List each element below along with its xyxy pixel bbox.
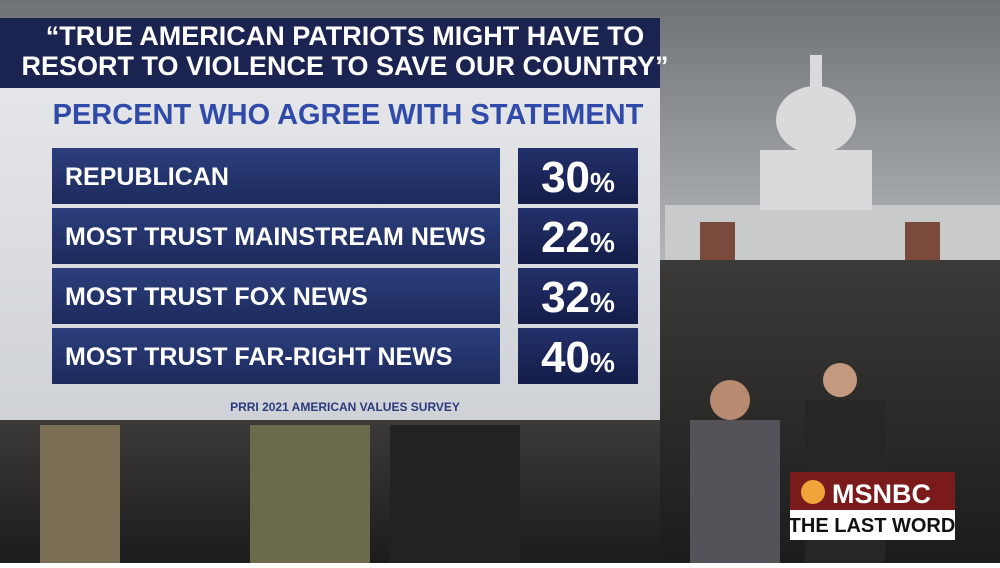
- row-box: [52, 148, 500, 204]
- row-box: [52, 268, 500, 324]
- row-box: [52, 208, 500, 264]
- row-value: 22%: [541, 213, 615, 262]
- row-label: MOST TRUST FAR-RIGHT NEWS: [65, 343, 452, 371]
- show-name: THE LAST WORD: [789, 515, 956, 537]
- value-unit: %: [590, 347, 615, 378]
- row-label: MOST TRUST FOX NEWS: [65, 283, 368, 311]
- value-box: [518, 268, 638, 324]
- row-label: REPUBLICAN: [65, 163, 229, 191]
- rows: REPUBLICAN 30% MOST TRUST MAINSTREAM NEWS 2…: [52, 148, 638, 384]
- row-value: 32%: [541, 273, 615, 322]
- value-box: [518, 148, 638, 204]
- title: RESORT TO VIOLENCE TO SAVE OUR COUNTRY”: [21, 51, 668, 81]
- value-number: 40: [541, 333, 590, 382]
- capitol: [665, 55, 1000, 275]
- value-unit: %: [590, 287, 615, 318]
- subtitle: PERCENT WHO AGREE WITH STATEMENT: [53, 99, 644, 131]
- row-label: MOST TRUST MAINSTREAM NEWS: [65, 223, 486, 251]
- value-unit: %: [590, 227, 615, 258]
- value-box: [518, 208, 638, 264]
- value-number: 32: [541, 273, 590, 322]
- title-band: [0, 18, 660, 88]
- network-name: MSNBC: [832, 479, 931, 509]
- logo: MSNBC THE LAST WORD: [789, 472, 956, 540]
- value-box: [518, 328, 638, 384]
- value-unit: %: [590, 167, 615, 198]
- source: PRRI 2021 AMERICAN VALUES SURVEY: [230, 400, 460, 414]
- value-number: 30: [541, 153, 590, 202]
- row-value: 30%: [541, 153, 615, 202]
- value-number: 22: [541, 213, 590, 262]
- title: “TRUE AMERICAN PATRIOTS MIGHT HAVE TO: [46, 21, 645, 51]
- row-box: [52, 328, 500, 384]
- row-value: 40%: [541, 333, 615, 382]
